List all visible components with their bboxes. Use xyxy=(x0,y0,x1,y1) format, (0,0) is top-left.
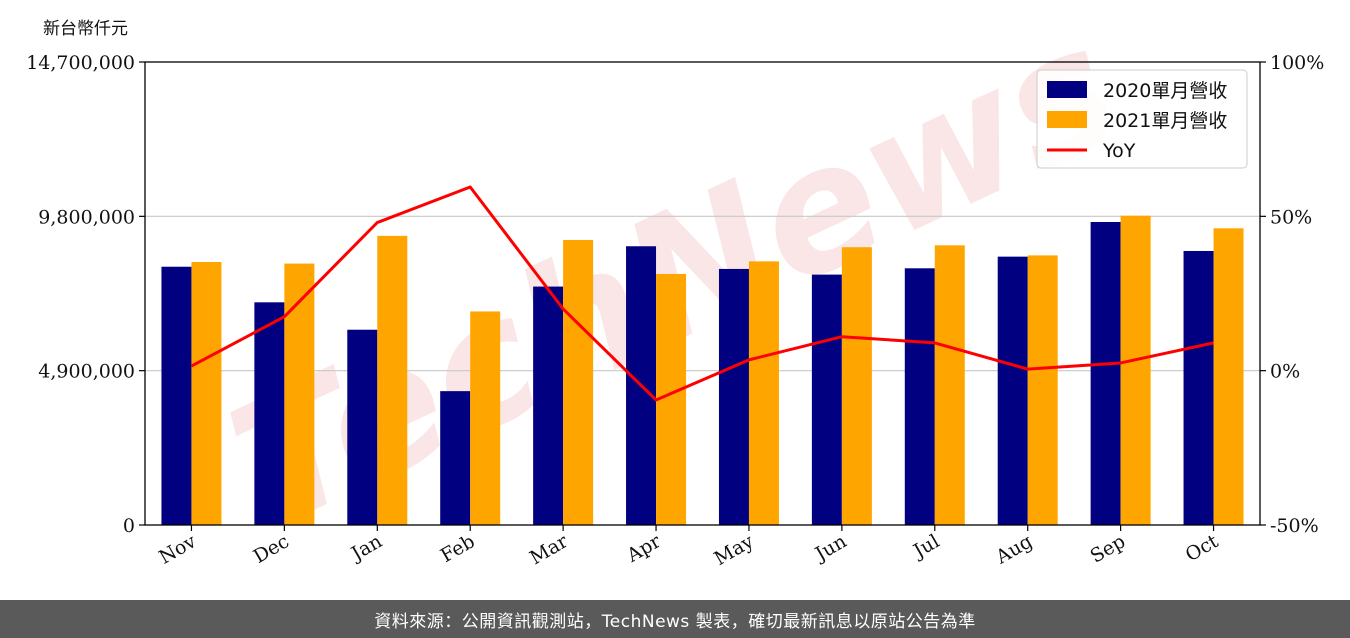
bar-2020 xyxy=(1090,222,1121,525)
legend-swatch xyxy=(1047,111,1087,128)
legend-box xyxy=(1036,69,1248,169)
legend-label: 2020單月營收 xyxy=(1103,80,1227,102)
x-tick-label: Nov xyxy=(155,530,200,569)
bar-2021 xyxy=(748,261,779,525)
bar-2021 xyxy=(656,273,687,525)
bar-2021 xyxy=(934,245,965,525)
bar-2020 xyxy=(811,274,842,525)
revenue-chart: TechNews 04,900,0009,800,00014,700,000-5… xyxy=(26,0,1324,570)
x-tick-label: Jul xyxy=(908,530,943,563)
x-tick-label: Mar xyxy=(526,530,572,569)
bar-2020 xyxy=(1183,250,1214,525)
bar-2021 xyxy=(1027,255,1058,526)
x-tick-label: Feb xyxy=(437,530,479,567)
bar-2020 xyxy=(254,302,285,525)
legend-label: 2021單月營收 xyxy=(1103,110,1227,132)
x-tick-label: Oct xyxy=(1182,530,1223,566)
bar-2020 xyxy=(440,391,471,525)
bar-2021 xyxy=(377,235,408,526)
bars xyxy=(161,215,1244,526)
x-tick-label: Apr xyxy=(622,530,665,567)
bar-2020 xyxy=(347,329,378,525)
bar-2020 xyxy=(997,256,1028,525)
x-tick-label: Aug xyxy=(991,530,1036,569)
bar-2021 xyxy=(191,262,222,525)
right-tick-label: 0% xyxy=(1270,361,1300,383)
left-tick-label: 9,800,000 xyxy=(38,206,135,228)
legend: 2020單月營收 2021單月營收 YoY xyxy=(1036,69,1248,169)
bar-2021 xyxy=(1213,228,1244,525)
bar-2021 xyxy=(284,263,315,525)
bar-2021 xyxy=(1120,215,1151,525)
yoy-line xyxy=(190,185,1214,402)
legend-label: YoY xyxy=(1102,140,1136,162)
bar-2021 xyxy=(841,247,872,525)
bar-2020 xyxy=(718,268,749,525)
left-tick-label: 0 xyxy=(123,515,135,537)
x-tick-label: Jun xyxy=(810,530,851,566)
x-tick-label: Sep xyxy=(1087,530,1130,567)
x-tick-label: May xyxy=(710,530,757,570)
bar-2020 xyxy=(533,286,564,525)
yoy-series-line xyxy=(190,185,1214,402)
right-tick-label: -50% xyxy=(1270,515,1319,537)
grid-lines xyxy=(145,215,1260,372)
bar-2020 xyxy=(161,266,192,525)
bar-2020 xyxy=(904,268,935,525)
right-tick-label: 100% xyxy=(1270,52,1324,74)
left-tick-label: 4,900,000 xyxy=(38,361,135,383)
bar-2021 xyxy=(563,239,594,525)
y-axis-unit-label: 新台幣仟元 xyxy=(43,19,128,39)
right-tick-label: 50% xyxy=(1270,206,1312,228)
left-tick-label: 14,700,000 xyxy=(26,52,135,74)
bar-2021 xyxy=(470,311,501,525)
source-footer: 資料來源：公開資訊觀測站，TechNews 製表，確切最新訊息以原站公告為準 xyxy=(0,600,1350,638)
legend-swatch xyxy=(1047,81,1087,98)
plot-frame xyxy=(144,61,1261,526)
